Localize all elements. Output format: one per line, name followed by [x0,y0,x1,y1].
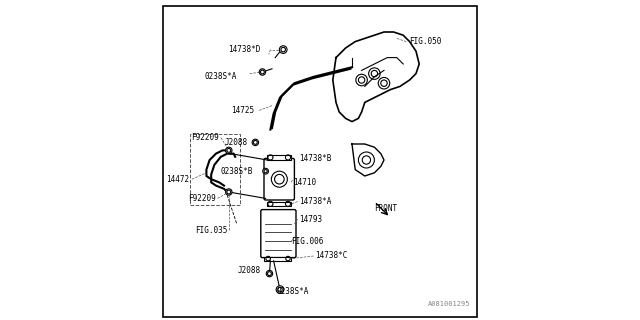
Text: 14738*C: 14738*C [315,252,348,260]
Bar [268,202,291,206]
Text: 14738*A: 14738*A [300,197,332,206]
Text: 0238S*A: 0238S*A [204,72,237,81]
Circle shape [280,46,287,53]
Bar [191,134,240,205]
Text: 14793: 14793 [300,215,323,224]
Circle shape [266,270,273,277]
Text: 14710: 14710 [292,178,316,187]
Text: 14725: 14725 [231,106,254,115]
Text: 0238S*A: 0238S*A [277,287,309,296]
Circle shape [263,168,269,174]
Bar [264,257,291,261]
Circle shape [226,189,232,195]
Text: 14738*B: 14738*B [300,154,332,163]
Text: FRONT: FRONT [374,204,397,212]
Circle shape [259,69,266,75]
Text: A081001295: A081001295 [428,301,470,307]
Text: J2088: J2088 [225,138,248,147]
FancyBboxPatch shape [264,158,294,200]
Text: 14472: 14472 [166,175,189,184]
Text: F92209: F92209 [191,133,219,142]
Text: 0238S*B: 0238S*B [220,167,253,176]
Text: F92209: F92209 [188,194,216,203]
Text: FIG.035: FIG.035 [195,226,227,235]
Circle shape [252,139,259,146]
Circle shape [276,286,284,293]
Text: J2088: J2088 [237,266,261,275]
FancyBboxPatch shape [261,210,296,258]
Circle shape [226,147,232,154]
Text: FIG.006: FIG.006 [291,237,324,246]
Text: FIG.050: FIG.050 [410,37,442,46]
Text: 14738*D: 14738*D [228,45,261,54]
Bar [268,155,291,160]
